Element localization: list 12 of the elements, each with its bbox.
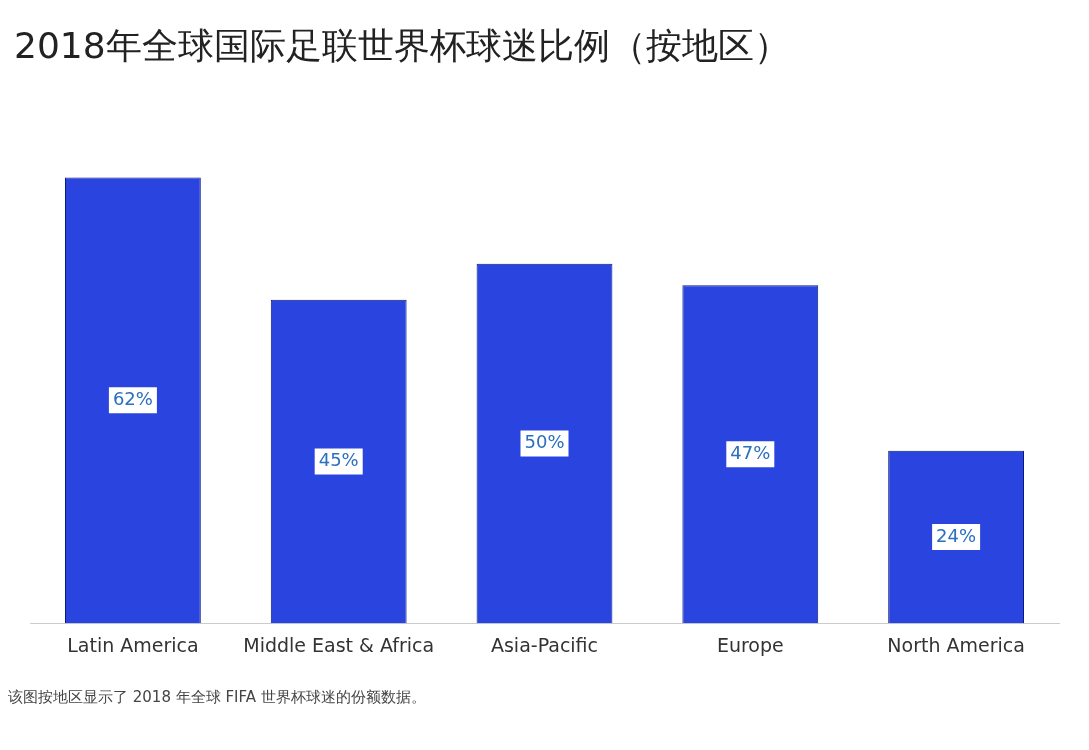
data-label: 24% — [936, 524, 977, 546]
x-tick-label: Asia-Pacific — [490, 633, 599, 656]
chart-title: 2018年全球国际足联世界杯球迷比例（按地区） — [14, 24, 790, 68]
x-tick-label: Latin America — [67, 633, 199, 656]
data-label: 45% — [318, 449, 359, 471]
data-label: 50% — [524, 431, 565, 453]
data-label: 62% — [112, 388, 153, 410]
x-tick-label: Middle East & Africa — [243, 633, 435, 656]
data-label: 47% — [730, 441, 771, 463]
x-tick-label: North America — [887, 633, 1025, 656]
x-tick-label: Europe — [716, 633, 784, 656]
text: 该图按地区显示了 2018 年全球 FIFA 世界杯球迷的份额数据。 — [8, 688, 426, 707]
